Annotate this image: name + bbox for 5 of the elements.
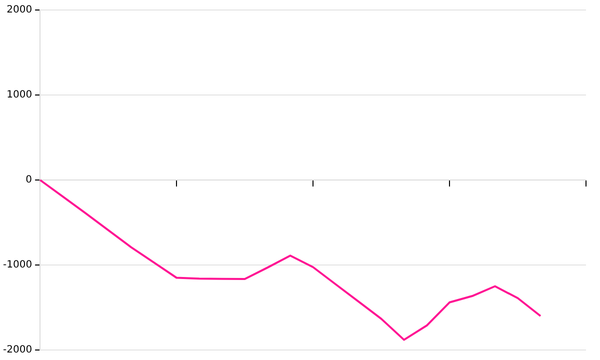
y-tick-label: -2000 (2, 344, 32, 356)
y-tick-label: 2000 (6, 4, 32, 16)
y-tick-label: -1000 (2, 260, 32, 271)
y-tick-label: 1000 (6, 90, 32, 101)
y-tick-label: 0 (26, 174, 32, 186)
